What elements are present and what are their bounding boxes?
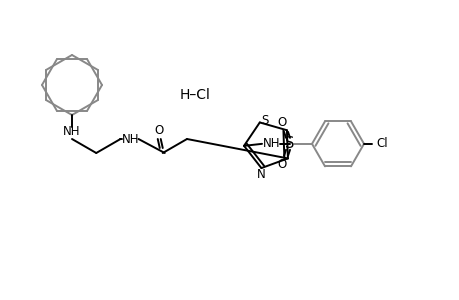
Text: NH: NH: [63, 124, 81, 137]
Text: Cl: Cl: [375, 137, 387, 150]
Text: S: S: [285, 136, 294, 151]
Text: O: O: [277, 158, 286, 171]
Text: NH: NH: [122, 133, 139, 146]
Text: S: S: [261, 114, 268, 127]
Text: H–Cl: H–Cl: [179, 88, 210, 102]
Text: O: O: [154, 124, 163, 136]
Text: O: O: [277, 116, 286, 129]
Text: NH: NH: [263, 137, 280, 150]
Text: N: N: [257, 168, 265, 181]
